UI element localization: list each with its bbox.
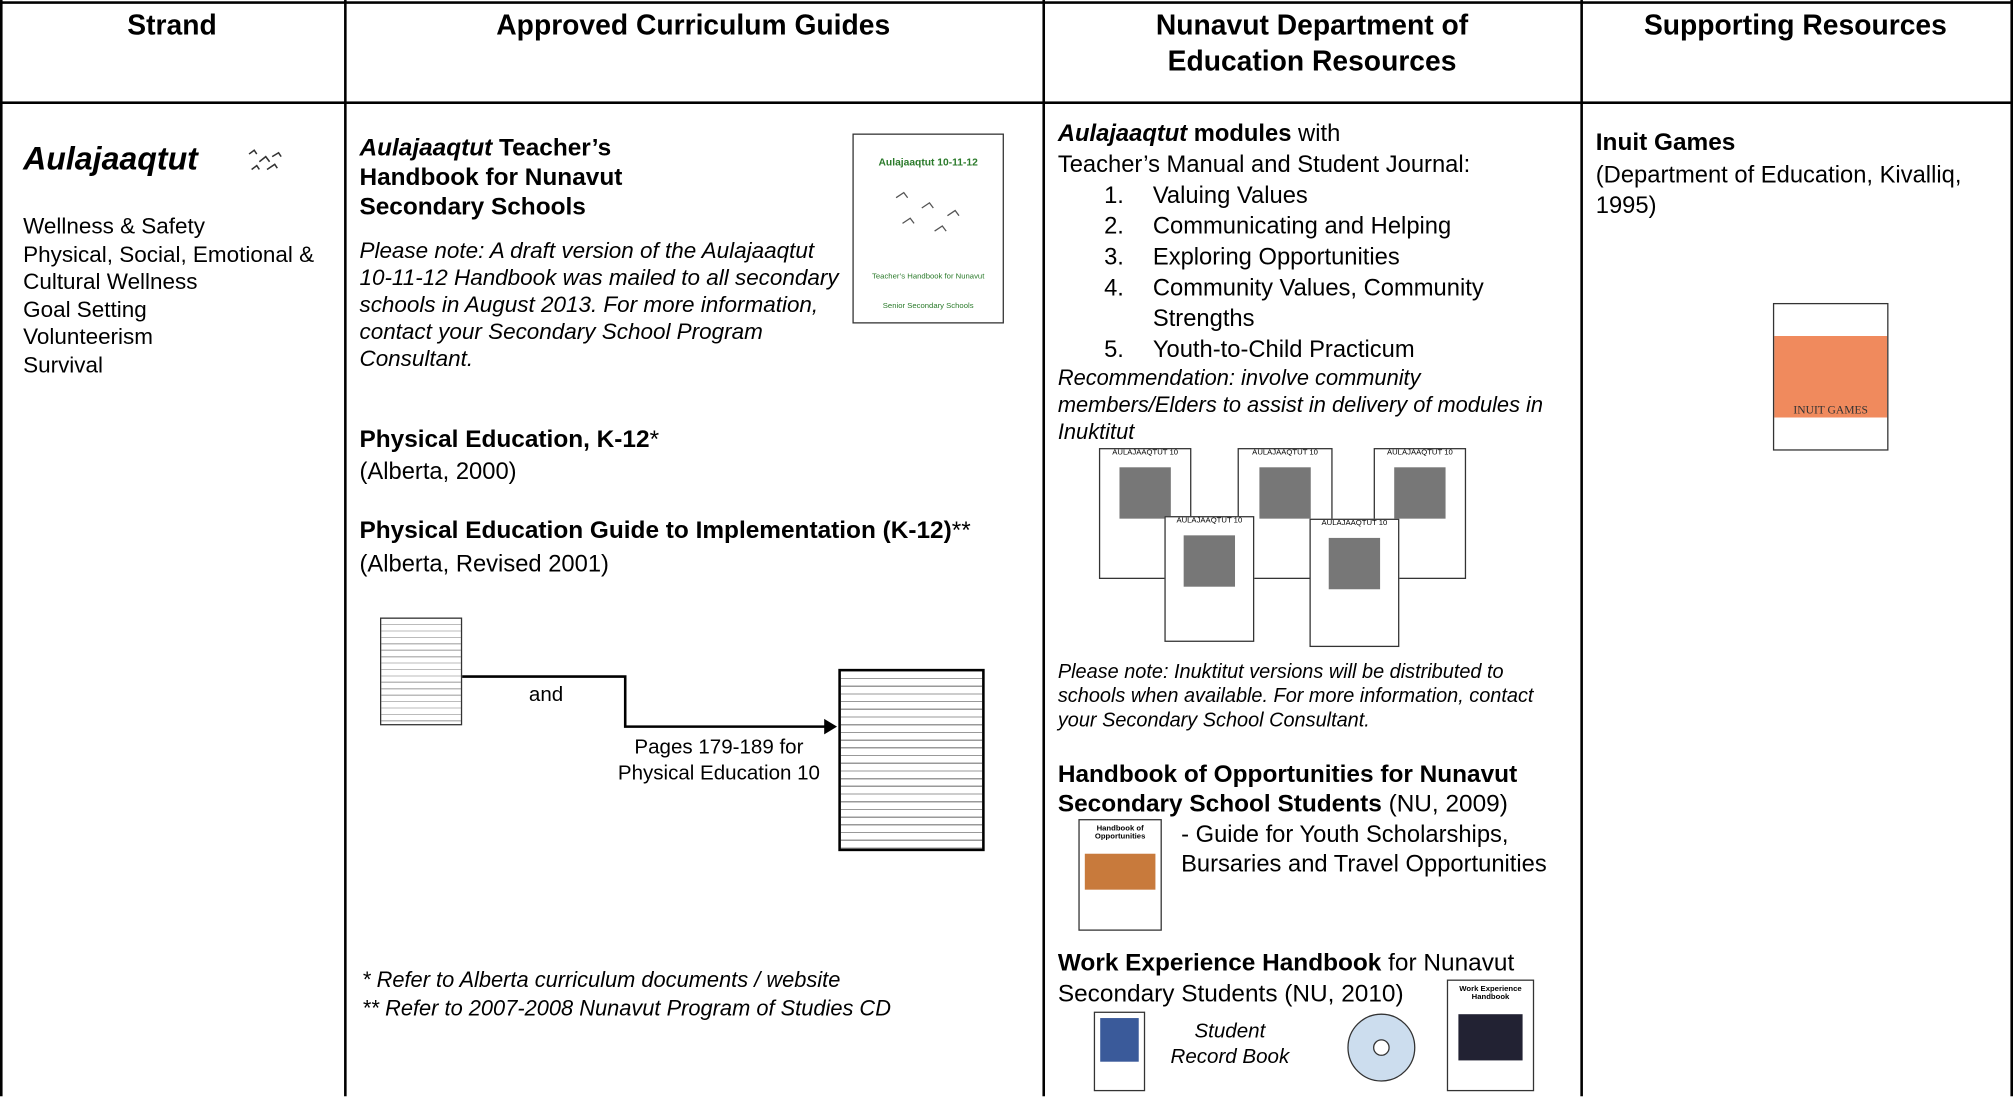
title-bold: modules xyxy=(1187,119,1292,147)
handbook-note: Please note: A draft version of the Aula… xyxy=(359,237,839,372)
cover-title: Aulajaaqtut 10-11-12 xyxy=(878,156,978,169)
list-number: 1. xyxy=(1104,181,1124,208)
cover-title: AULAJAAQTUT 10 xyxy=(1321,519,1388,528)
header-cell: Strand xyxy=(127,8,217,42)
title-text: with xyxy=(1291,119,1341,147)
record-label: Student Record Book xyxy=(1170,1020,1290,1069)
title-text: for Nunavut Secondary Students (NU, 2010… xyxy=(1057,950,1515,1008)
cover-title: AULAJAAQTUT 10 xyxy=(1112,449,1179,458)
footnote: * Refer to Alberta curriculum documents … xyxy=(362,967,841,993)
title-bold: Handbook of Opportunities for Nunavut Se… xyxy=(1057,761,1518,818)
list-number: 3. xyxy=(1104,242,1124,270)
modules-title: Aulajaaqtut modules with xyxy=(1058,118,1340,148)
recommendation: Recommendation: involve community member… xyxy=(1057,365,1544,445)
book-cover: INUIT GAMES xyxy=(1772,302,1889,451)
topic: Survival xyxy=(23,351,104,377)
topic: Volunteerism xyxy=(23,323,153,350)
list-number: 4. xyxy=(1104,273,1124,301)
cover-title: AULAJAAQTUT 10 xyxy=(1386,449,1453,458)
pe-title: Physical Education, K-12* xyxy=(359,425,659,455)
cd-icon xyxy=(1347,1013,1416,1082)
birds-icon xyxy=(895,191,960,232)
diagram-label: Physical Education 10 xyxy=(617,762,820,785)
pe-guide-source: (Alberta, Revised 2001) xyxy=(359,549,609,577)
rule xyxy=(2010,0,2013,1097)
list-number: 5. xyxy=(1104,335,1124,363)
topic: Goal Setting xyxy=(23,295,147,322)
pe-guide-mark: ** xyxy=(951,517,971,545)
supporting-source: (Department of Education, Kivalliq, 1995… xyxy=(1595,160,1962,219)
arrow xyxy=(462,675,838,735)
rule xyxy=(1042,0,1045,1097)
rule xyxy=(344,0,346,1097)
list-item: Communicating and Helping xyxy=(1152,211,1452,239)
book-cover: Work Experience Handbook xyxy=(1446,979,1535,1092)
book-cover: Handbook of Opportunities xyxy=(1078,819,1162,931)
topic: Physical, Social, Emotional & Cultural W… xyxy=(23,240,315,294)
book-cover: Aulajaaqtut 10-11-12 Teacher’s Handbook … xyxy=(852,133,1004,324)
rule xyxy=(1580,0,1583,1097)
cover-title: AULAJAAQTUT 10 xyxy=(1176,517,1243,526)
document-thumbnail xyxy=(380,617,463,726)
list-number: 2. xyxy=(1104,211,1124,239)
footnote: ** Refer to 2007-2008 Nunavut Program of… xyxy=(362,996,891,1021)
title-italic: Aulajaaqtut xyxy=(1057,119,1188,147)
title-text: Teacher’s Handbook for Nunavut Secondary… xyxy=(359,134,623,221)
rule xyxy=(0,1,2013,4)
list-item: Valuing Values xyxy=(1152,181,1308,208)
document-thumbnail xyxy=(838,668,985,852)
pe-source: (Alberta, 2000) xyxy=(359,457,517,484)
header-cell: Supporting Resources xyxy=(1643,8,1947,42)
book-cover xyxy=(1093,1011,1146,1092)
list-item: Community Values, Community Strengths xyxy=(1152,273,1484,332)
rule xyxy=(0,0,2,1097)
cover-title: INUIT GAMES xyxy=(1793,403,1868,416)
work-title: Work Experience Handbook for Nunavut Sec… xyxy=(1058,949,1572,1011)
list-item: Youth-to-Child Practicum xyxy=(1152,335,1415,363)
handbook-title: Aulajaaqtut Teacher’s Handbook for Nunav… xyxy=(359,134,667,223)
pe-guide-title: Physical Education Guide to Implementati… xyxy=(359,516,970,546)
opportunities-desc: - Guide for Youth Scholarships, Bursarie… xyxy=(1181,820,1547,877)
pe-mark: * xyxy=(649,426,660,454)
title-bold: Work Experience Handbook xyxy=(1057,950,1382,977)
title-italic: Aulajaaqtut xyxy=(359,134,493,162)
pe-guide-title-text: Physical Education Guide to Implementati… xyxy=(359,517,952,545)
cover-title: Work Experience Handbook xyxy=(1459,985,1522,1002)
diagram-label: and xyxy=(528,684,564,707)
header-cell: Nunavut Department of Education Resource… xyxy=(1155,8,1469,78)
cover-title: Handbook of Opportunities xyxy=(1094,825,1146,841)
birds-icon xyxy=(248,149,282,171)
opportunities-title: Handbook of Opportunities for Nunavut Se… xyxy=(1058,760,1572,819)
book-cover: AULAJAAQTUT 10 xyxy=(1164,516,1255,642)
cover-subtitle: Teacher’s Handbook for Nunavut Senior Se… xyxy=(872,273,985,311)
supporting-title: Inuit Games xyxy=(1595,129,1736,157)
pe-title-text: Physical Education, K-12 xyxy=(359,426,650,454)
cover-title: AULAJAAQTUT 10 xyxy=(1252,449,1318,458)
header-cell: Approved Curriculum Guides xyxy=(496,8,891,42)
modules-note: Please note: Inuktitut versions will be … xyxy=(1057,661,1534,732)
strand-title: Aulajaaqtut xyxy=(23,141,198,178)
rule xyxy=(0,101,2013,104)
topic-list: Wellness & Safety Physical, Social, Emot… xyxy=(23,213,331,379)
handbook-block: Aulajaaqtut 10-11-12 Teacher’s Handbook … xyxy=(359,133,1014,373)
topic: Wellness & Safety xyxy=(23,213,206,239)
list-item: Exploring Opportunities xyxy=(1152,242,1400,270)
diagram-label: Pages 179-189 for xyxy=(634,736,804,759)
modules-subtitle: Teacher’s Manual and Student Journal: xyxy=(1057,150,1471,178)
book-cover: AULAJAAQTUT 10 xyxy=(1309,518,1400,648)
title-text: (NU, 2009) xyxy=(1381,790,1508,818)
